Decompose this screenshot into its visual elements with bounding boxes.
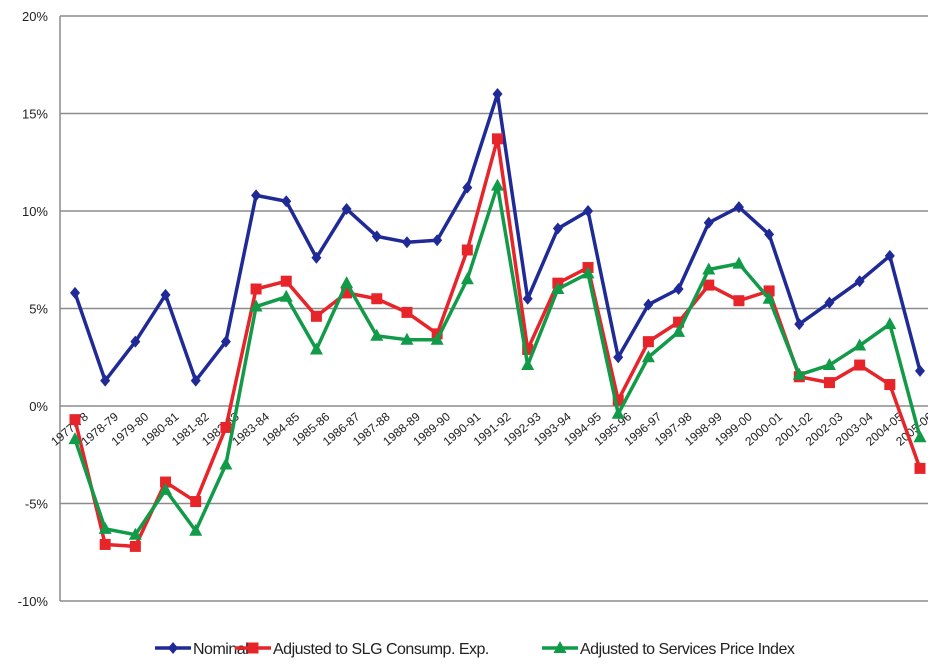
data-point [763,285,775,297]
legend-marker [247,642,259,654]
data-point [98,521,112,534]
data-point [280,275,292,287]
data-point [732,256,746,269]
data-point [703,216,714,229]
data-point [641,350,655,363]
data-point [823,377,835,389]
data-point [611,406,625,419]
data-point [491,178,504,191]
data-point [702,262,716,275]
data-point [762,291,776,304]
series-line [73,137,922,549]
data-point [341,287,353,299]
data-point [371,293,383,305]
data-point [672,324,686,337]
data-point [311,251,322,264]
data-point [370,328,384,341]
data-point [159,482,173,495]
data-point [643,298,654,311]
data-point [913,430,927,443]
data-point [673,283,684,295]
data-point [522,292,533,305]
data-point [190,374,201,387]
data-point [764,228,775,241]
data-point [250,283,262,295]
y-tick-label: 5% [29,302,48,317]
data-point [521,358,535,371]
data-point [99,538,111,550]
data-point [310,310,322,322]
data-point [251,189,262,202]
data-point [824,296,835,309]
data-point [552,222,563,235]
data-point [69,414,81,426]
data-point [220,335,231,348]
data-point [160,476,172,488]
data-point [883,317,897,330]
data-point [68,432,82,445]
data-point [128,527,142,540]
data-point [915,364,925,377]
data-point [613,351,624,364]
data-point [309,342,323,355]
data-point [853,338,867,351]
data-point [100,374,111,387]
data-point [70,286,80,299]
data-point [461,244,473,256]
data-point [340,276,354,289]
data-point [794,318,805,331]
data-point [249,299,263,312]
legend-marker [168,642,178,654]
y-tick-label: 0% [29,399,48,414]
data-point [492,133,503,145]
data-point [341,203,352,216]
data-point [130,335,141,348]
data-point [190,496,202,508]
data-point [522,343,534,355]
legend-marker [553,641,567,653]
data-point [492,88,503,100]
data-point [733,201,744,214]
data-point [673,316,685,328]
y-tick-label: 20% [22,9,48,24]
data-point [822,358,836,371]
data-point [612,394,624,406]
y-tick-label: -5% [25,497,49,512]
data-point [430,332,444,345]
data-point [219,457,233,470]
data-point [160,288,171,301]
data-point [583,205,594,217]
data-point [854,275,865,288]
data-point [914,462,926,474]
y-tick-label: 10% [22,204,48,219]
data-point [432,234,443,247]
legend-label: Nominal [193,641,248,658]
legend-label: Adjusted to Services Price Index [580,641,795,658]
data-point [189,523,203,536]
data-point [279,289,293,302]
data-point [400,332,414,345]
data-point [220,421,232,433]
data-point [129,540,141,552]
data-point [462,181,473,194]
data-point [281,195,292,208]
data-point [733,295,745,307]
data-point [551,282,565,294]
data-point [792,367,806,380]
data-point [401,306,413,318]
data-point [401,236,412,249]
data-point [884,379,896,391]
y-tick-label: 15% [22,107,48,122]
data-point [642,336,654,348]
data-point [460,272,474,285]
data-point [884,249,895,262]
data-point [371,230,382,243]
legend-label: Adjusted to SLG Consump. Exp. [273,641,489,658]
data-point [703,279,715,291]
data-point [581,266,595,279]
data-point [854,359,866,371]
y-tick-label: -10% [18,594,49,609]
